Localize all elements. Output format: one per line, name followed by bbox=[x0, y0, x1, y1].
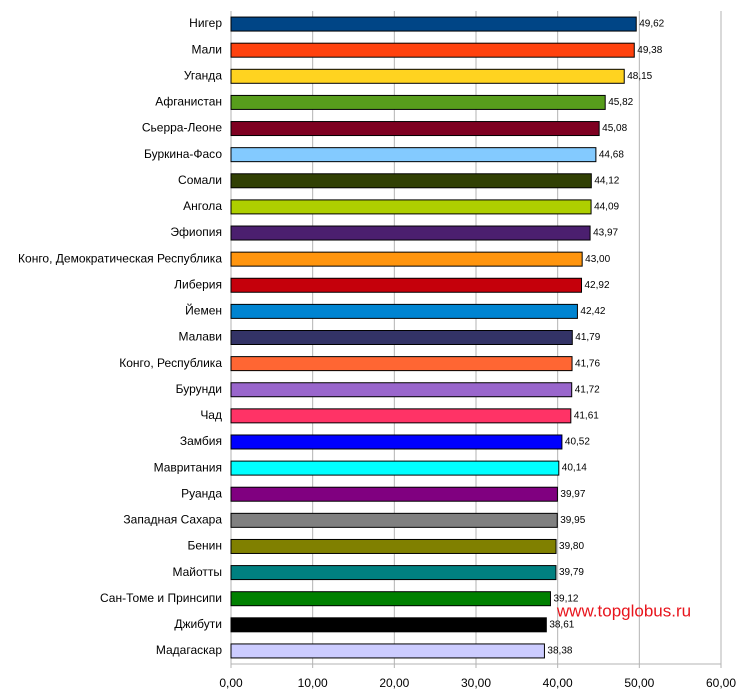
value-label: 44,68 bbox=[599, 149, 624, 160]
x-tick-label: 0,00 bbox=[219, 676, 243, 690]
value-label: 43,00 bbox=[585, 254, 610, 265]
x-tick-label: 50,00 bbox=[624, 676, 654, 690]
y-tick-label: Мали bbox=[191, 42, 222, 56]
x-tick-label: 30,00 bbox=[461, 676, 491, 690]
value-label: 42,42 bbox=[580, 306, 605, 317]
value-label: 44,12 bbox=[594, 175, 619, 186]
watermark: www.topglobus.ru bbox=[556, 601, 691, 620]
value-label: 38,61 bbox=[549, 619, 574, 630]
bar bbox=[230, 565, 557, 581]
y-tick-label: Уганда bbox=[184, 68, 223, 82]
value-label: 38,38 bbox=[547, 646, 572, 657]
bar bbox=[230, 199, 592, 215]
y-tick-label: Бенин bbox=[187, 539, 222, 553]
y-tick-label: Конго, Демократическая Республика bbox=[18, 251, 222, 265]
y-tick-label: Ангола bbox=[183, 199, 222, 213]
y-tick-label: Буркина-Фасо bbox=[144, 147, 222, 161]
bar bbox=[230, 434, 563, 450]
bar bbox=[230, 408, 572, 424]
y-tick-label: Замбия bbox=[180, 434, 222, 448]
bar bbox=[230, 173, 592, 189]
bar bbox=[230, 68, 625, 84]
bar bbox=[230, 538, 557, 554]
value-label: 49,38 bbox=[637, 45, 662, 56]
value-label: 41,72 bbox=[575, 384, 600, 395]
value-label: 42,92 bbox=[585, 280, 610, 291]
x-tick-label: 20,00 bbox=[379, 676, 409, 690]
value-label: 48,15 bbox=[627, 71, 652, 82]
y-tick-label: Конго, Республика bbox=[119, 356, 222, 370]
bar bbox=[230, 643, 545, 659]
x-tick-label: 10,00 bbox=[298, 676, 328, 690]
y-tick-label: Нигер bbox=[189, 16, 222, 30]
x-tick-label: 60,00 bbox=[706, 676, 736, 690]
value-label: 41,79 bbox=[575, 332, 600, 343]
bar bbox=[230, 617, 547, 633]
bar bbox=[230, 277, 583, 293]
y-tick-label: Сьерра-Леоне bbox=[142, 121, 222, 135]
y-tick-label: Чад bbox=[200, 408, 222, 422]
y-tick-label: Сан-Томе и Принсипи bbox=[100, 591, 222, 605]
y-tick-label: Западная Сахара bbox=[123, 513, 222, 527]
bar bbox=[230, 251, 583, 267]
bar bbox=[230, 330, 573, 345]
y-tick-label: Сомали bbox=[178, 173, 222, 187]
bar bbox=[230, 121, 600, 137]
y-tick-label: Бурунди bbox=[176, 382, 222, 396]
y-tick-label: Мадагаскар bbox=[156, 643, 222, 657]
bar bbox=[230, 42, 635, 58]
value-label: 45,82 bbox=[608, 97, 633, 108]
bar bbox=[230, 303, 578, 319]
bar bbox=[230, 356, 573, 372]
value-label: 41,76 bbox=[575, 358, 600, 369]
x-tick-label: 40,00 bbox=[543, 676, 573, 690]
bar bbox=[230, 591, 551, 607]
value-label: 44,09 bbox=[594, 202, 619, 213]
y-tick-label: Руанда bbox=[181, 486, 222, 500]
bar bbox=[230, 147, 597, 163]
value-label: 39,12 bbox=[553, 593, 578, 604]
bar bbox=[230, 16, 637, 32]
y-tick-label: Майотты bbox=[172, 565, 222, 579]
value-label: 49,62 bbox=[639, 19, 664, 30]
value-label: 39,97 bbox=[560, 489, 585, 500]
value-label: 41,61 bbox=[574, 411, 599, 422]
bar bbox=[230, 486, 558, 502]
value-label: 40,14 bbox=[562, 463, 587, 474]
bar bbox=[230, 460, 560, 476]
y-tick-label: Эфиопия bbox=[170, 225, 222, 239]
y-tick-label: Афганистан bbox=[155, 95, 222, 109]
bar bbox=[230, 512, 558, 528]
value-label: 45,08 bbox=[602, 123, 627, 134]
y-tick-label: Мавритания bbox=[154, 460, 222, 474]
y-tick-label: Малави bbox=[178, 330, 222, 344]
bar bbox=[230, 94, 606, 110]
bar bbox=[230, 225, 591, 241]
y-tick-label: Джибути bbox=[174, 617, 222, 631]
y-tick-label: Либерия bbox=[174, 277, 222, 291]
y-tick-label: Йемен bbox=[185, 303, 222, 318]
value-label: 39,95 bbox=[560, 515, 585, 526]
value-label: 39,80 bbox=[559, 541, 584, 552]
value-label: 39,79 bbox=[559, 567, 584, 578]
value-label: 40,52 bbox=[565, 437, 590, 448]
value-label: 43,97 bbox=[593, 228, 618, 239]
bar bbox=[230, 382, 573, 398]
